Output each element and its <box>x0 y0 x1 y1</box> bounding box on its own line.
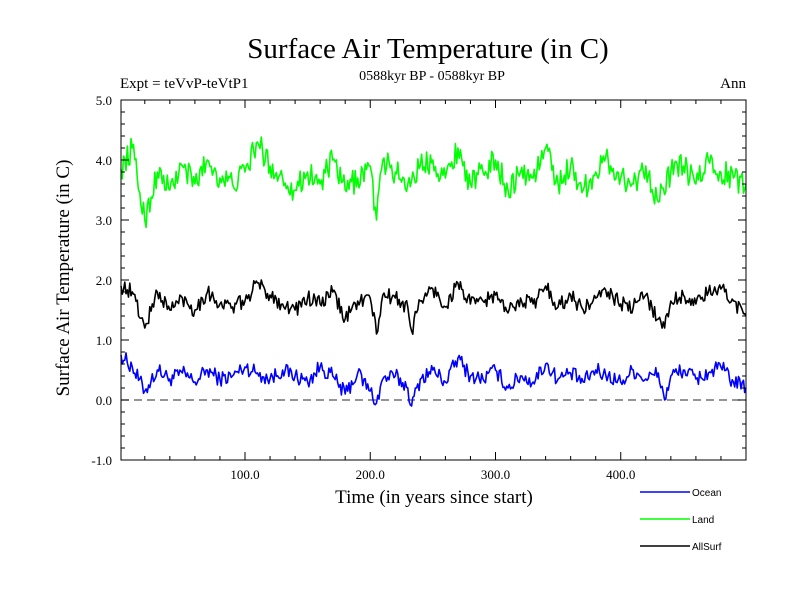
axes: -1.0 0.0 1.0 2.0 3.0 4.0 5.0 100.0 200.0 300.0 400… <box>91 93 747 482</box>
y-tick-label: 1.0 <box>96 333 112 348</box>
plot-area <box>120 136 747 407</box>
x-tick-label: 400.0 <box>606 467 635 482</box>
legend-label-ocean: Ocean <box>692 488 721 499</box>
expt-label: Expt = teVvP-teVtP1 <box>120 76 248 92</box>
x-tick-label: 100.0 <box>230 467 259 482</box>
y-tick-label: -1.0 <box>91 453 112 468</box>
series-line-allsurf <box>120 279 747 335</box>
legend-label-allsurf: AllSurf <box>692 542 722 553</box>
chart-title: Surface Air Temperature (in C) <box>247 33 608 65</box>
y-tick-label: 4.0 <box>96 153 112 168</box>
y-axis-label: Surface Air Temperature (in C) <box>53 160 74 397</box>
y-tick-label: 2.0 <box>96 273 112 288</box>
legend-label-land: Land <box>692 515 714 526</box>
x-tick-label: 300.0 <box>481 467 510 482</box>
plot-frame <box>120 99 747 461</box>
x-tick-label: 200.0 <box>356 467 385 482</box>
y-tick-label: 5.0 <box>96 93 112 108</box>
chart-subtitle: 0588kyr BP - 0588kyr BP <box>359 69 505 84</box>
series-line-ocean <box>120 352 747 407</box>
y-tick-label: 3.0 <box>96 213 112 228</box>
y-tick-label: 0.0 <box>96 393 112 408</box>
series-line-land <box>120 136 747 229</box>
period-label: Ann <box>720 76 746 92</box>
legend: Ocean Land AllSurf <box>640 488 722 553</box>
x-axis-label: Time (in years since start) <box>335 487 533 508</box>
